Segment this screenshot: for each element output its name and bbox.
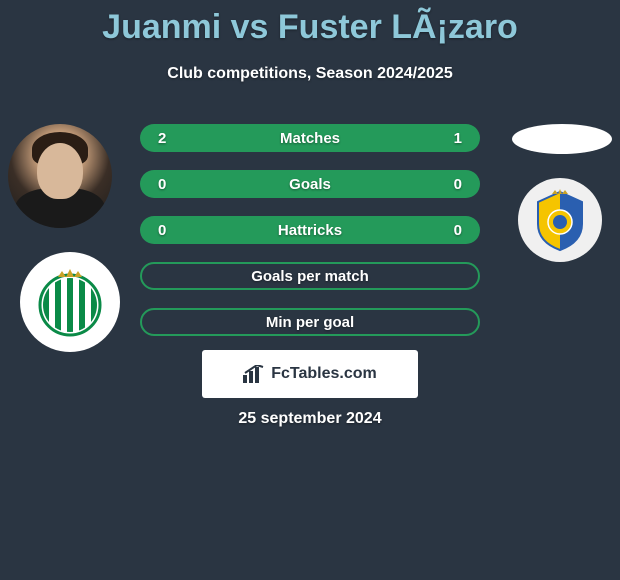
stat-left-value: 2 (158, 130, 166, 147)
player-photo-right-placeholder (512, 124, 612, 154)
betis-crest-icon (33, 265, 107, 339)
stat-label: Min per goal (142, 314, 478, 331)
las-palmas-crest-icon (528, 188, 592, 252)
fctables-text: FcTables.com (271, 365, 377, 383)
page-subtitle: Club competitions, Season 2024/2025 (0, 65, 620, 83)
team-crest-left (20, 252, 120, 352)
date-line: 25 september 2024 (0, 410, 620, 428)
stat-row-min-per-goal: Min per goal (140, 308, 480, 336)
player-photo-left (8, 124, 112, 228)
stat-right-value: 0 (454, 222, 462, 239)
page-title: Juanmi vs Fuster LÃ¡zaro (0, 0, 620, 47)
chart-icon (243, 365, 265, 383)
stat-right-value: 1 (454, 130, 462, 147)
stat-label: Hattricks (140, 222, 480, 239)
stat-left-value: 0 (158, 176, 166, 193)
stat-row-matches: 2 Matches 1 (140, 124, 480, 152)
stat-row-hattricks: 0 Hattricks 0 (140, 216, 480, 244)
stat-right-value: 0 (454, 176, 462, 193)
stat-row-goals-per-match: Goals per match (140, 262, 480, 290)
fctables-badge: FcTables.com (202, 350, 418, 398)
stat-row-goals: 0 Goals 0 (140, 170, 480, 198)
stats-panel: 2 Matches 1 0 Goals 0 0 Hattricks 0 Goal… (140, 124, 480, 354)
team-crest-right (518, 178, 602, 262)
stat-label: Goals per match (142, 268, 478, 285)
stat-label: Goals (140, 176, 480, 193)
stat-label: Matches (140, 130, 480, 147)
stat-left-value: 0 (158, 222, 166, 239)
